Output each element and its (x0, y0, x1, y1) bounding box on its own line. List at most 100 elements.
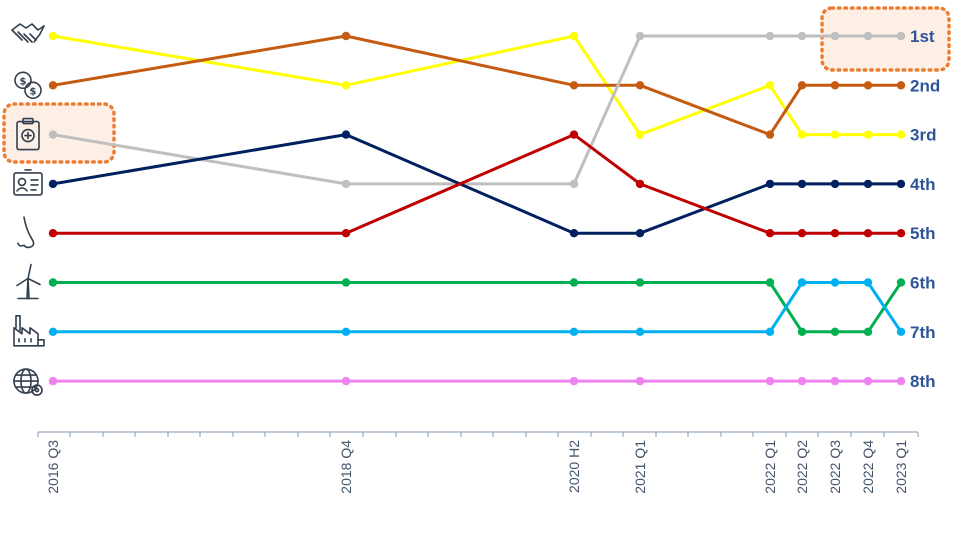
data-point (48, 229, 58, 238)
data-point (48, 278, 58, 287)
x-tick-label: 2016 Q3 (45, 440, 61, 494)
data-point (635, 130, 645, 139)
data-point (830, 31, 840, 41)
data-point (830, 229, 840, 238)
data-point (830, 179, 840, 189)
data-point (797, 278, 807, 287)
data-point (797, 31, 807, 41)
data-point (635, 376, 645, 386)
data-point (569, 31, 579, 41)
data-point (830, 130, 840, 139)
x-tick-label: 2022 Q1 (762, 440, 778, 494)
series-icons: $$ (11, 23, 45, 396)
data-point (635, 81, 645, 90)
data-point (341, 130, 351, 139)
data-point (569, 327, 579, 336)
wind-turbine-icon (16, 263, 41, 300)
data-point (830, 327, 840, 336)
data-point (765, 179, 775, 189)
data-point (896, 31, 906, 41)
rank-label-8th: 8th (910, 372, 936, 391)
rank-label-5th: 5th (910, 224, 936, 243)
data-point (635, 229, 645, 238)
x-axis: 2016 Q3 2018 Q4 2020 H2 2021 Q1 2022 Q1 2022 … (37, 431, 919, 494)
data-point (797, 229, 807, 238)
x-tick-label: 2021 Q1 (632, 440, 648, 494)
handshake-icon (11, 23, 45, 43)
data-point (863, 179, 873, 189)
data-point (896, 179, 906, 189)
data-point (635, 179, 645, 189)
highlight-box-1st (820, 6, 951, 72)
data-point (830, 278, 840, 287)
data-point (896, 376, 906, 386)
data-point (797, 81, 807, 90)
data-point (569, 81, 579, 90)
x-tick-label: 2018 Q4 (338, 440, 354, 494)
data-point (765, 31, 775, 41)
x-tick-label: 2022 Q2 (794, 440, 810, 494)
data-point (48, 327, 58, 336)
data-point (341, 327, 351, 336)
data-point (635, 327, 645, 336)
data-point (797, 376, 807, 386)
data-point (765, 376, 775, 386)
data-point (765, 81, 775, 90)
data-point (635, 31, 645, 41)
data-point (863, 229, 873, 238)
data-point (797, 130, 807, 139)
data-point (341, 31, 351, 41)
data-point (863, 81, 873, 90)
series-points (48, 31, 906, 386)
highlight-box-clipboard (2, 102, 116, 164)
rank-label-6th: 6th (910, 274, 936, 293)
data-point (797, 179, 807, 189)
data-point (797, 327, 807, 336)
data-point (48, 376, 58, 386)
data-point (863, 31, 873, 41)
rank-label-3rd: 3rd (910, 126, 936, 145)
svg-text:$: $ (20, 76, 27, 87)
data-point (830, 376, 840, 386)
data-point (896, 130, 906, 139)
rank-label-4th: 4th (910, 175, 936, 194)
data-point (635, 278, 645, 287)
data-point (48, 130, 58, 139)
data-point (48, 31, 58, 41)
rank-labels: 1st 2nd 3rd 4th 5th 6th 7th 8th (910, 27, 940, 391)
data-point (341, 278, 351, 287)
x-tick-label: 2022 Q4 (860, 440, 876, 494)
data-point (765, 130, 775, 139)
data-point (569, 179, 579, 189)
data-point (863, 327, 873, 336)
data-point (765, 278, 775, 287)
data-point (341, 229, 351, 238)
data-point (896, 278, 906, 287)
medical-clipboard-icon (16, 117, 40, 151)
data-point (896, 327, 906, 336)
data-point (341, 376, 351, 386)
rank-label-2nd: 2nd (910, 76, 940, 95)
data-point (569, 278, 579, 287)
data-point (48, 81, 58, 90)
data-point (569, 130, 579, 139)
data-point (341, 179, 351, 189)
svg-text:$: $ (30, 86, 37, 97)
data-point (341, 81, 351, 90)
x-tick-label: 2023 Q1 (893, 440, 909, 494)
series-lines (52, 34, 903, 383)
x-tick-label: 2020 H2 (566, 440, 582, 493)
data-point (569, 376, 579, 386)
globe-gear-icon (13, 368, 43, 396)
coins-icon: $$ (14, 71, 42, 100)
data-point (48, 179, 58, 189)
x-tick-label: 2022 Q3 (827, 440, 843, 494)
data-point (569, 229, 579, 238)
data-point (830, 81, 840, 90)
data-point (765, 327, 775, 336)
data-point (765, 229, 775, 238)
id-badge-icon (13, 169, 43, 196)
data-point (863, 376, 873, 386)
data-point (863, 278, 873, 287)
